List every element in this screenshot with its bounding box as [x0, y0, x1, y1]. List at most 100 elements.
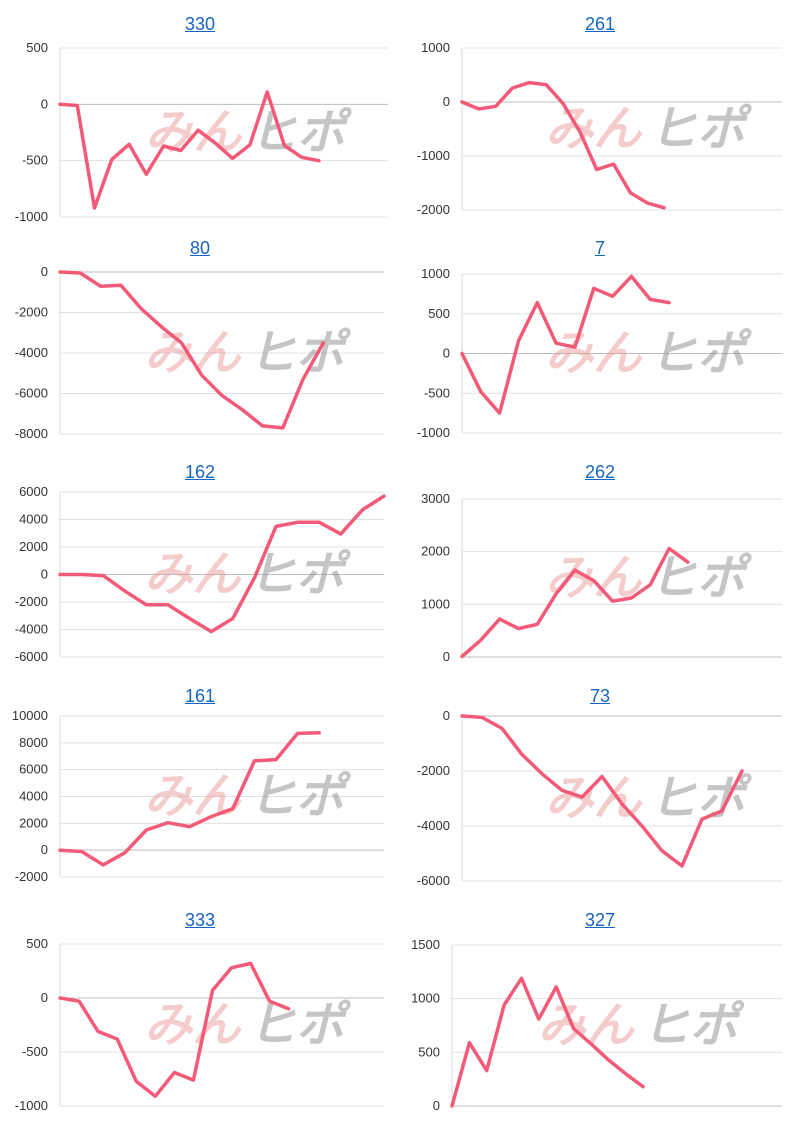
line-chart: 3000 2000 1000 0 みん ヒポ — [421, 491, 782, 664]
y-tick-label: 500 — [26, 936, 48, 951]
y-tick-label: 2000 — [19, 815, 48, 830]
y-tick-label: -2000 — [15, 594, 48, 609]
chart-title-link[interactable]: 262 — [584, 462, 616, 482]
chart-title-link[interactable]: 327 — [584, 910, 616, 930]
series-line — [460, 274, 671, 415]
watermark-logo: みん — [538, 998, 636, 1054]
chart-title-link[interactable]: 73 — [589, 686, 611, 706]
watermark-logo: みん — [144, 769, 242, 825]
y-tick-label: -6000 — [417, 873, 450, 888]
y-tick-label: -2000 — [15, 869, 48, 884]
line-chart: 10000 8000 6000 4000 2000 0 -2000 みん ヒポ — [12, 708, 384, 884]
chart-panel: 73 0 -2000 -4000 -6000 みん ヒポ — [400, 672, 800, 896]
chart-panel: 261 1000 0 -1000 -2000 みん ヒポ — [400, 0, 800, 224]
chart-panel: 80 0 -2000 -4000 -6000 -8000 みん ヒポ — [0, 224, 400, 448]
y-tick-label: 4000 — [19, 789, 48, 804]
y-tick-label: -2000 — [417, 763, 450, 778]
chart-title: 80 — [0, 238, 400, 259]
chart-panel: 7 1000 500 0 -500 -1000 みん ヒポ — [400, 224, 800, 448]
y-tick-label: 10000 — [12, 708, 48, 723]
chart-title: 73 — [400, 686, 800, 707]
y-tick-label: 1000 — [421, 596, 450, 611]
chart-title-link[interactable]: 330 — [184, 14, 216, 34]
watermark-logo: みん — [545, 550, 643, 606]
chart-title: 7 — [400, 238, 800, 259]
chart-title: 327 — [400, 910, 800, 931]
chart-panel: 330 500 0 -500 -1000 みん ヒポ — [0, 0, 400, 224]
y-tick-label: 500 — [418, 1044, 440, 1059]
series-line — [58, 90, 321, 210]
chart-panel: 333 500 0 -500 -1000 みん ヒポ — [0, 896, 400, 1120]
watermark-logo: みん — [144, 325, 242, 381]
y-tick-label: 2000 — [421, 544, 450, 559]
series-line — [450, 976, 645, 1108]
watermark-logo: みん — [545, 101, 643, 157]
y-tick-label: -8000 — [15, 426, 48, 441]
series-line — [58, 731, 321, 867]
y-tick-label: 2000 — [19, 539, 48, 554]
y-tick-label: 0 — [41, 842, 48, 857]
chart-panel: 162 6000 4000 2000 0 -2000 -4000 -6000 みん ヒポ — [0, 448, 400, 672]
chart-title-link[interactable]: 162 — [184, 462, 216, 482]
series-line — [58, 494, 386, 634]
series-line — [58, 270, 326, 430]
y-tick-label: 1000 — [411, 991, 440, 1006]
chart-title: 333 — [0, 910, 400, 931]
chart-title-link[interactable]: 80 — [189, 238, 211, 258]
watermark-logo: ヒポ — [649, 771, 752, 827]
y-tick-label: -4000 — [417, 818, 450, 833]
y-tick-label: -4000 — [15, 622, 48, 637]
y-tick-label: -2000 — [15, 305, 48, 320]
watermark-logo: みん — [545, 326, 643, 382]
y-tick-label: 1500 — [411, 937, 440, 952]
y-tick-label: 8000 — [19, 735, 48, 750]
y-tick-label: -500 — [22, 1044, 48, 1059]
series-line — [460, 714, 744, 868]
chart-title-link[interactable]: 7 — [594, 238, 605, 258]
chart-title-link[interactable]: 161 — [184, 686, 216, 706]
y-tick-label: 0 — [443, 94, 450, 109]
y-tick-label: -2000 — [417, 202, 450, 217]
watermark-logo: ヒポ — [249, 105, 352, 161]
y-tick-label: 0 — [41, 990, 48, 1005]
y-tick-label: -1000 — [15, 209, 48, 224]
y-tick-label: 0 — [443, 346, 450, 361]
chart-panel: 327 1500 1000 500 0 みん ヒポ — [400, 896, 800, 1120]
chart-title: 261 — [400, 14, 800, 35]
chart-panel: 262 3000 2000 1000 0 みん ヒポ — [400, 448, 800, 672]
series-line — [58, 961, 291, 1099]
line-chart: 1500 1000 500 0 みん ヒポ — [411, 937, 782, 1113]
chart-title: 162 — [0, 462, 400, 483]
watermark-logo: ヒポ — [248, 325, 351, 381]
watermark-logo: みん — [545, 771, 643, 827]
y-tick-label: 500 — [26, 40, 48, 55]
y-tick-label: -4000 — [15, 345, 48, 360]
y-tick-label: 0 — [433, 1098, 440, 1113]
y-tick-label: -500 — [22, 153, 48, 168]
line-chart: 0 -2000 -4000 -6000 みん ヒポ — [417, 708, 782, 888]
chart-title: 330 — [0, 14, 400, 35]
y-tick-label: 0 — [41, 96, 48, 111]
watermark-logo: ヒポ — [642, 998, 745, 1054]
chart-title: 161 — [0, 686, 400, 707]
y-tick-label: -1000 — [417, 425, 450, 440]
line-chart: 0 -2000 -4000 -6000 -8000 みん ヒポ — [15, 264, 384, 441]
y-tick-label: 3000 — [421, 491, 450, 506]
y-tick-label: 1000 — [421, 266, 450, 281]
y-tick-label: -6000 — [15, 649, 48, 664]
y-tick-label: -500 — [424, 385, 450, 400]
y-tick-label: 6000 — [19, 762, 48, 777]
y-tick-label: 0 — [443, 649, 450, 664]
chart-title-link[interactable]: 261 — [584, 14, 616, 34]
line-chart: 1000 0 -1000 -2000 みん ヒポ — [417, 40, 782, 217]
y-tick-label: 6000 — [19, 484, 48, 499]
chart-title: 262 — [400, 462, 800, 483]
y-tick-label: 1000 — [421, 40, 450, 55]
watermark-logo: ヒポ — [248, 997, 351, 1053]
chart-title-link[interactable]: 333 — [184, 910, 216, 930]
y-tick-label: 0 — [443, 708, 450, 723]
y-tick-label: 0 — [41, 264, 48, 279]
